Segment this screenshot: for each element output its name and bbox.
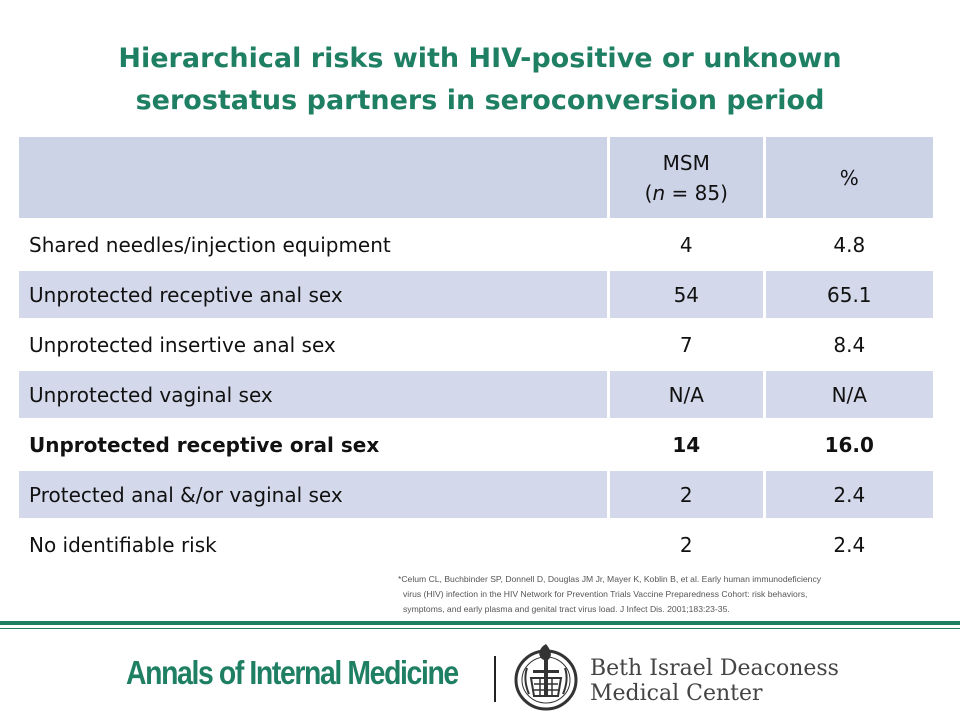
table-row: Unprotected receptive anal sex 54 65.1 (15, 268, 937, 321)
row-label: Shared needles/injection equipment (15, 218, 611, 271)
row-msm: 2 (607, 468, 766, 521)
citation-footnote: *Celum CL, Buchbinder SP, Donnell D, Dou… (398, 572, 938, 617)
footer-rule-thin (0, 628, 960, 629)
row-percent: 2.4 (762, 468, 937, 521)
footer-rule (0, 621, 960, 625)
header-msm-count: (n = 85) (610, 178, 762, 208)
citation-line-3: symptoms, and early plasma and genital t… (403, 604, 730, 614)
row-label: No identifiable risk (15, 518, 611, 571)
header-msm-cell: MSM (n = 85) (607, 134, 766, 221)
citation-line-2: virus (HIV) infection in the HIV Network… (403, 589, 808, 599)
bidmc-line-2: Medical Center (590, 681, 763, 706)
table-row: Unprotected vaginal sex N/A N/A (15, 368, 937, 421)
table-row: No identifiable risk 2 2.4 (15, 518, 937, 571)
row-percent: 65.1 (762, 268, 937, 321)
row-label: Unprotected vaginal sex (15, 368, 611, 421)
n-symbol: n (652, 180, 666, 205)
bidmc-wordmark: Beth Israel Deaconess Medical Center (590, 656, 839, 706)
citation-line-1: *Celum CL, Buchbinder SP, Donnell D, Dou… (398, 574, 822, 584)
table-row: Shared needles/injection equipment 4 4.8 (15, 218, 937, 271)
table-row: Unprotected insertive anal sex 7 8.4 (15, 318, 937, 371)
row-msm: 4 (607, 218, 766, 271)
row-percent: 4.8 (762, 218, 937, 271)
logo-divider (494, 656, 496, 702)
row-percent: N/A (762, 368, 937, 421)
bidmc-seal-icon (514, 644, 578, 711)
title-line-2: serostatus partners in seroconversion pe… (135, 85, 825, 116)
table-header-row: MSM (n = 85) % (15, 134, 937, 221)
row-label: Protected anal &/or vaginal sex (15, 468, 611, 521)
table-row-highlighted: Unprotected receptive oral sex 14 16.0 (15, 418, 937, 471)
n-value: = 85) (665, 180, 728, 205)
row-percent: 8.4 (762, 318, 937, 371)
row-label: Unprotected receptive anal sex (15, 268, 611, 321)
row-msm: 2 (607, 518, 766, 571)
slide-title: Hierarchical risks with HIV-positive or … (0, 38, 960, 122)
row-percent: 2.4 (762, 518, 937, 571)
row-msm: N/A (607, 368, 766, 421)
bidmc-line-1: Beth Israel Deaconess (590, 656, 839, 681)
row-label: Unprotected receptive oral sex (15, 418, 611, 471)
title-line-1: Hierarchical risks with HIV-positive or … (118, 43, 842, 74)
row-msm: 7 (607, 318, 766, 371)
paren-open: ( (644, 180, 653, 205)
table-row: Protected anal &/or vaginal sex 2 2.4 (15, 468, 937, 521)
header-msm-label: MSM (662, 150, 710, 175)
header-blank-cell (15, 134, 611, 221)
risk-table: MSM (n = 85) % Shared needles/injection … (15, 134, 937, 571)
row-label: Unprotected insertive anal sex (15, 318, 611, 371)
annals-logo: Annals of Internal Medicine (126, 654, 459, 691)
header-percent-cell: % (762, 134, 937, 221)
row-percent: 16.0 (762, 418, 937, 471)
row-msm: 54 (607, 268, 766, 321)
row-msm: 14 (607, 418, 766, 471)
